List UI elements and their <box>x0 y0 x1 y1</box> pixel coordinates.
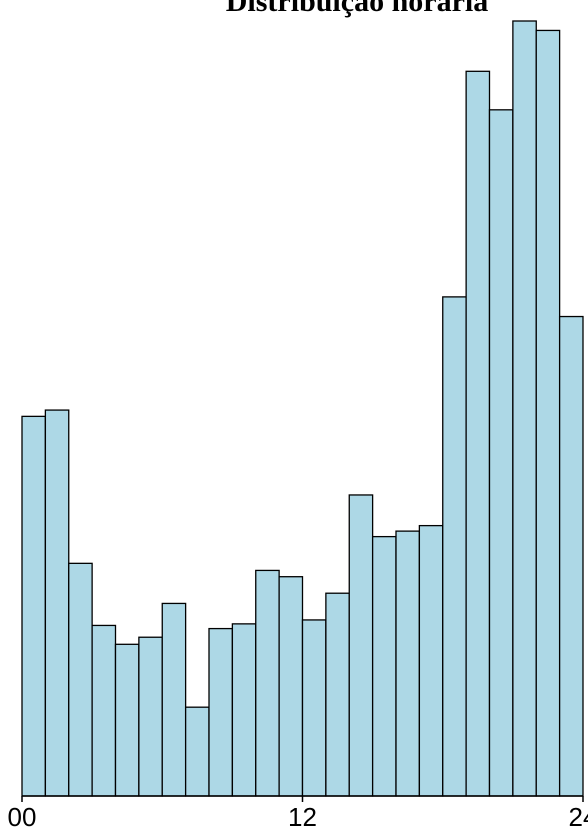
histogram-bar-16 <box>395 530 421 797</box>
histogram-bar-05 <box>138 636 163 797</box>
histogram-bar-00 <box>21 415 47 797</box>
histogram-bar-15 <box>371 535 397 797</box>
histogram-bar-20 <box>488 109 514 797</box>
x-tick-labels: 00 12 24 <box>8 802 588 832</box>
x-tick-label-24: 24 <box>569 802 588 832</box>
bars-group <box>21 20 584 797</box>
histogram-bar-08 <box>208 627 234 797</box>
histogram-bar-11 <box>278 576 304 797</box>
histogram-bar-09 <box>231 623 257 797</box>
histogram-bar-01 <box>44 409 70 797</box>
histogram-bar-12 <box>301 619 327 797</box>
histogram-bar-10 <box>255 569 280 797</box>
histogram-bar-04 <box>114 643 140 797</box>
x-axis <box>21 795 584 802</box>
histogram-bar-23 <box>558 315 584 797</box>
histogram-bar-03 <box>91 624 117 797</box>
histogram-bar-07 <box>184 706 210 797</box>
histogram-bar-13 <box>325 592 350 797</box>
histogram-bar-21 <box>512 20 537 797</box>
x-tick-label-12: 12 <box>288 802 317 832</box>
histogram-bar-17 <box>418 524 444 797</box>
x-tick-label-00: 00 <box>8 802 37 832</box>
histogram-bar-06 <box>161 602 187 797</box>
histogram-bar-14 <box>348 494 374 797</box>
histogram-bar-02 <box>68 562 93 797</box>
histogram-bar-19 <box>465 70 491 797</box>
histogram-bar-18 <box>442 296 467 797</box>
chart-title: Distribuição horária <box>226 0 489 18</box>
histogram-bar-22 <box>535 29 561 797</box>
